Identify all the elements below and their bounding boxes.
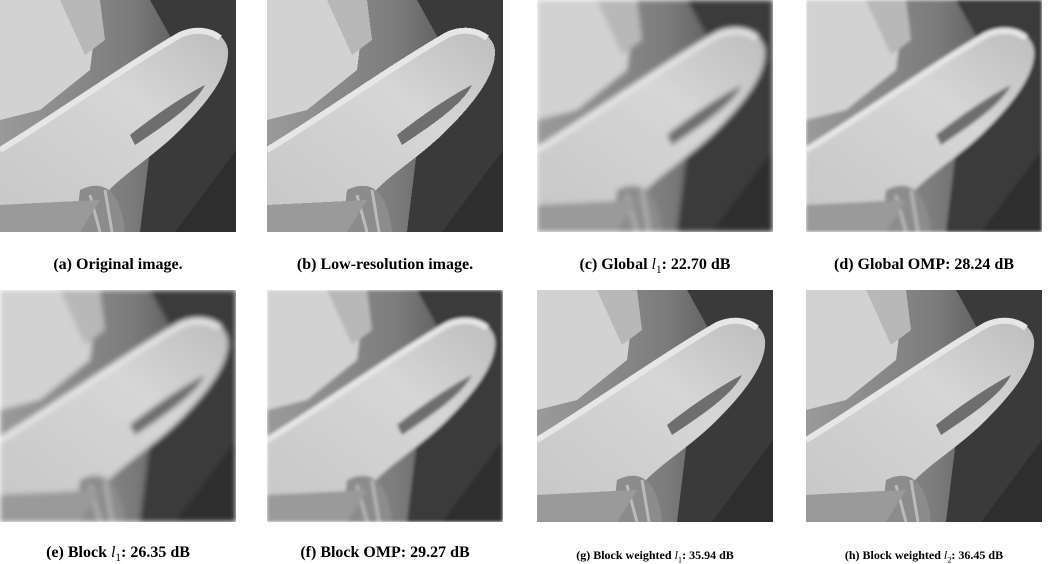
caption-text: Original image. [76,256,183,273]
caption-text: : 36.45 dB [951,548,1003,562]
caption-text: (b) [297,256,317,273]
caption-text: (d) [834,256,854,273]
panel: (f) Block OMP: 29.27 dB [267,290,503,522]
panel: (e) Block l1: 26.35 dB [0,290,236,522]
caption-text: (h) [845,548,860,562]
panel: (b) Low-resolution image. [267,0,503,232]
image-panel [537,290,773,522]
caption-text: : 26.35 dB [121,544,190,561]
image-panel [267,0,503,232]
caption: (a) Original image. [0,256,256,274]
caption: (b) Low-resolution image. [247,256,523,274]
panel: (g) Block weighted l1: 35.94 dB [537,290,773,522]
image-panel [806,290,1042,522]
image-panel [0,0,236,232]
caption-text: (c) [580,256,598,273]
panel: (d) Global OMP: 28.24 dB [806,0,1042,232]
image-panel [806,0,1042,232]
caption-text: Global OMP: 28.24 dB [858,256,1014,273]
caption: (f) Block OMP: 29.27 dB [247,544,523,562]
caption-text: Block weighted [593,548,671,562]
panel: (c) Global l1: 22.70 dB [537,0,773,232]
image-panel [537,0,773,232]
figure: {"panels": [ {"label": "(a)", "text": "O… [0,0,1049,564]
caption-text: (f) [300,544,316,561]
caption-text: Block weighted [863,548,941,562]
image-panel [267,290,503,522]
caption-text: (e) [46,544,64,561]
caption-text: Low-resolution image. [320,256,473,273]
caption-text: (a) [53,256,72,273]
caption-text: : 35.94 dB [682,548,734,562]
caption-text: (g) [576,548,590,562]
caption-text: Block OMP: 29.27 dB [320,544,469,561]
panel: (a) Original image. [0,0,236,232]
caption-text: Block [68,544,107,561]
panel: (h) Block weighted l2: 36.45 dB [806,290,1042,522]
caption: (d) Global OMP: 28.24 dB [786,256,1049,274]
caption: (h) Block weighted l2: 36.45 dB [786,548,1049,564]
caption: (g) Block weighted l1: 35.94 dB [517,548,793,564]
caption: (c) Global l1: 22.70 dB [517,256,793,276]
caption-text: Global [601,256,647,273]
caption-text: : 22.70 dB [662,256,731,273]
caption: (e) Block l1: 26.35 dB [0,544,256,564]
image-panel [0,290,236,522]
